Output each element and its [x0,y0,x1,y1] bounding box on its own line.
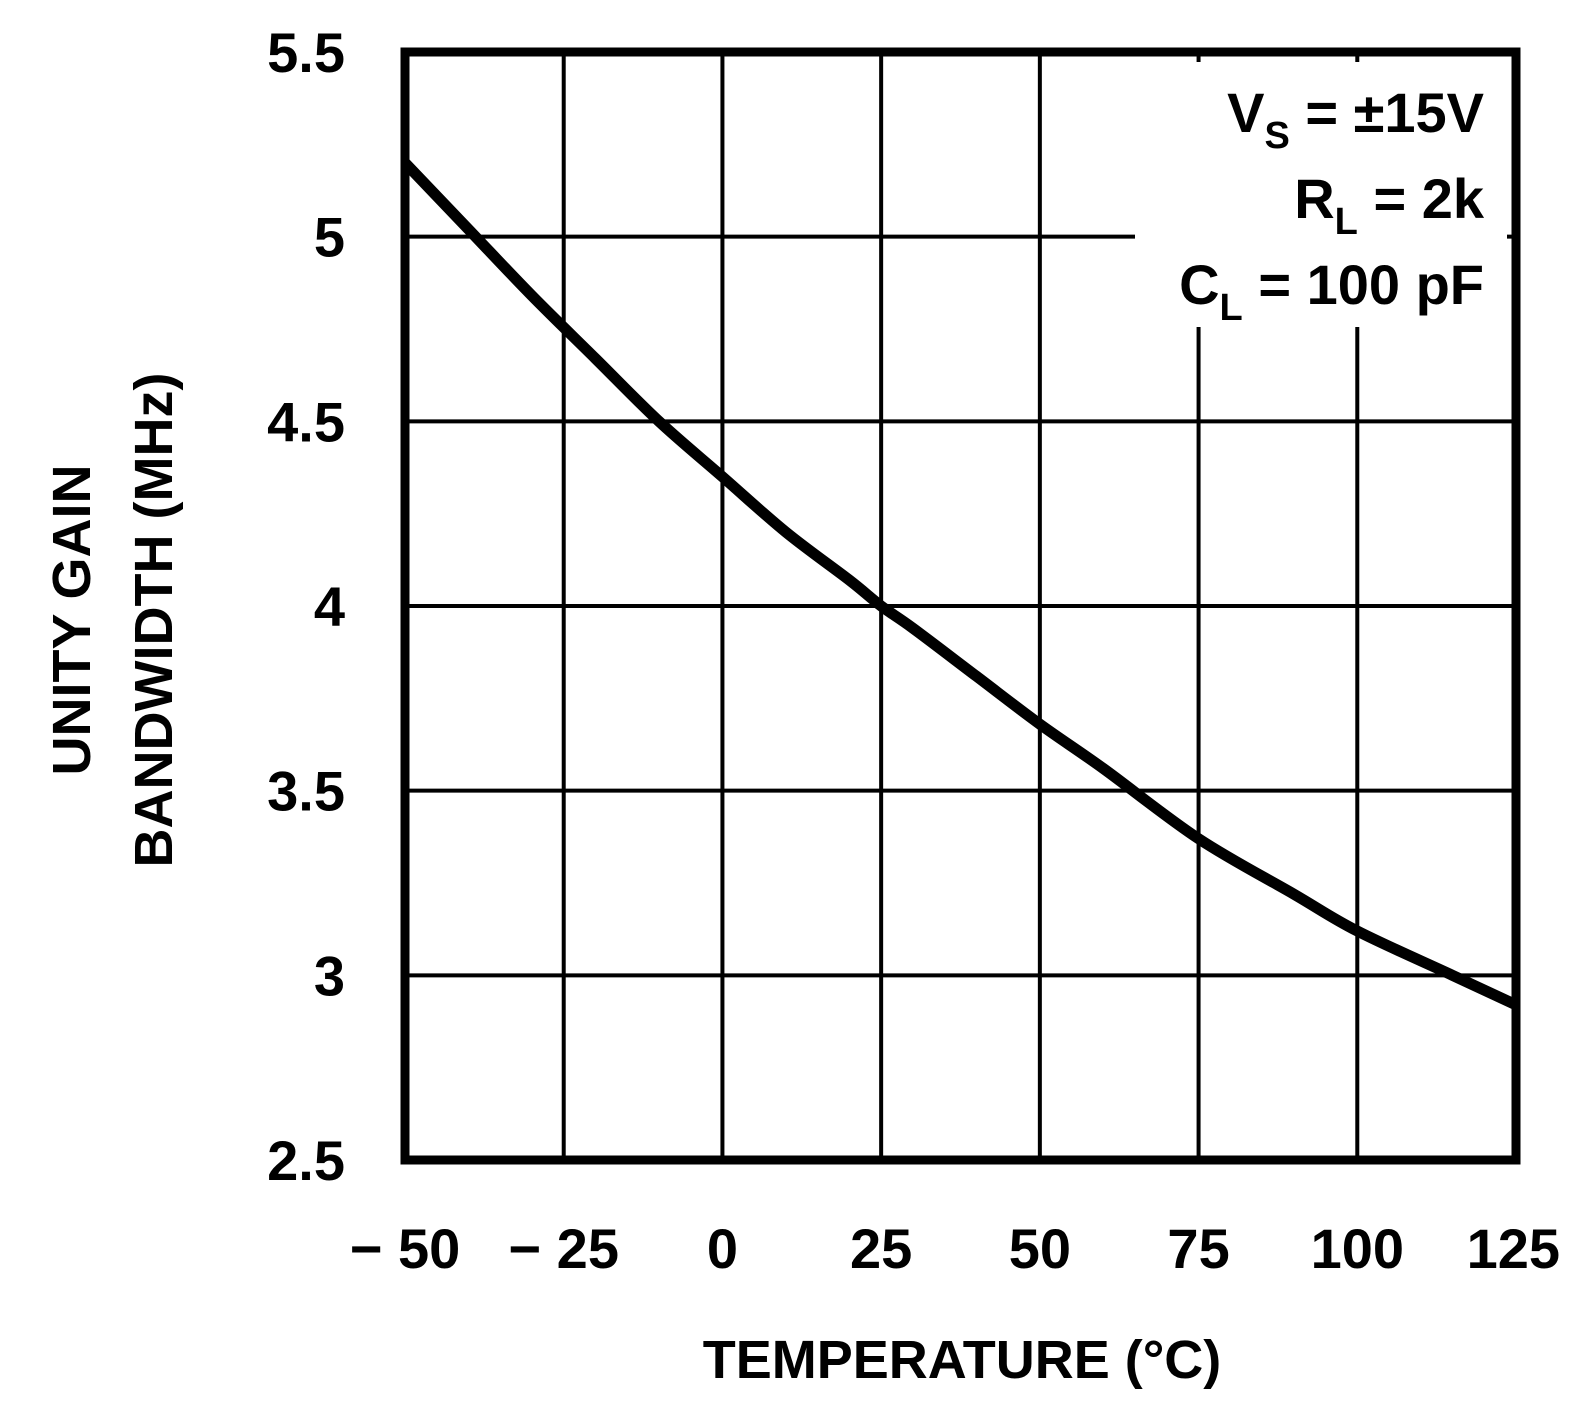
x-axis-ticks: − 50 − 25 0 25 50 75 100 125 [350,1217,1560,1280]
y-tick-label: 3 [314,944,345,1007]
plot-frame [400,47,1521,1165]
condition-text: VS = ±15V [1227,81,1484,157]
x-tick-label: − 50 [350,1217,461,1280]
condition-subscript: S [1264,115,1289,157]
y-axis-title-line1: UNITY GAIN [42,464,102,775]
x-tick-label: 125 [1467,1217,1560,1280]
y-tick-label: 5 [314,206,345,269]
x-tick-label: 0 [707,1217,738,1280]
condition-value: = 2k [1358,167,1485,230]
condition-subscript: L [1220,287,1243,329]
y-tick-label: 5.5 [267,21,345,84]
x-tick-label: 50 [1009,1217,1071,1280]
condition-text: RL = 2k [1294,167,1485,243]
series-line [401,159,1519,1010]
condition-value: = 100 pF [1243,253,1484,316]
x-tick-label: 25 [850,1217,912,1280]
conditions-background [1135,62,1507,327]
y-tick-label: 3.5 [267,760,345,823]
condition-subscript: L [1335,201,1358,243]
condition-symbol: C [1179,253,1219,316]
condition-text: CL = 100 pF [1179,253,1484,329]
y-axis-ticks: 2.5 3 3.5 4 4.5 5 5.5 [267,21,345,1192]
condition-value: = ±15V [1290,81,1484,144]
condition-symbol: V [1227,81,1264,144]
condition-symbol: R [1294,167,1334,230]
y-tick-label: 4 [314,575,345,638]
y-tick-label: 4.5 [267,390,345,453]
x-tick-label: − 25 [508,1217,619,1280]
x-tick-label: 100 [1311,1217,1404,1280]
y-axis-title-line2: BANDWIDTH (MHz) [124,373,184,868]
series-layer [401,159,1519,1010]
x-tick-label: 75 [1167,1217,1229,1280]
y-tick-label: 2.5 [267,1129,345,1192]
x-axis-title: TEMPERATURE (°C) [703,1330,1222,1390]
